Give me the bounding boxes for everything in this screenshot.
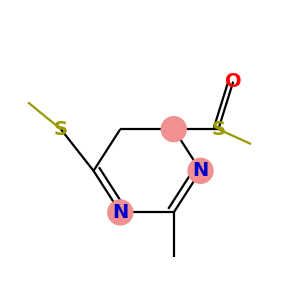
Text: N: N [112, 203, 128, 222]
Circle shape [188, 158, 213, 183]
Text: N: N [192, 161, 209, 180]
Text: S: S [54, 120, 68, 139]
Circle shape [161, 117, 186, 142]
Text: O: O [225, 72, 242, 91]
Circle shape [108, 200, 133, 225]
Text: S: S [212, 120, 225, 139]
